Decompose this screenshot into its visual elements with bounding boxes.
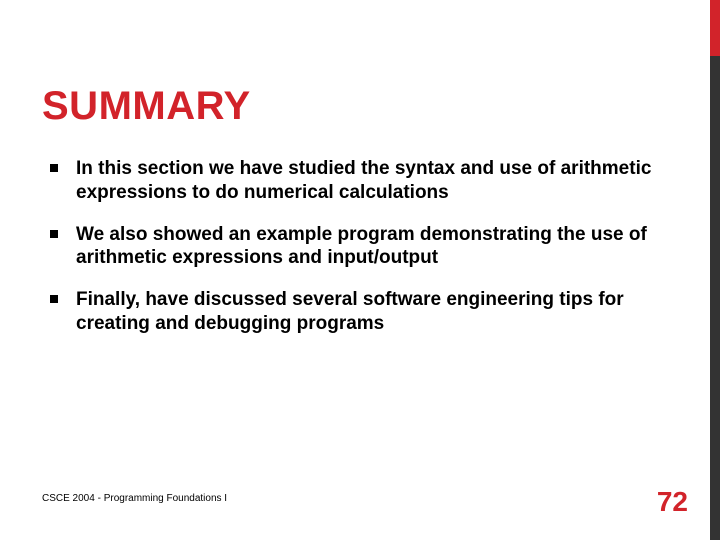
bullet-item: Finally, have discussed several software… <box>50 288 660 336</box>
slide-title: SUMMARY <box>0 0 720 129</box>
page-number: 72 <box>657 486 688 518</box>
bullet-marker-icon <box>50 164 58 172</box>
bullet-item: We also showed an example program demons… <box>50 223 660 271</box>
bullet-item: In this section we have studied the synt… <box>50 157 660 205</box>
bullet-text: In this section we have studied the synt… <box>76 157 660 205</box>
bullet-marker-icon <box>50 230 58 238</box>
bullet-marker-icon <box>50 295 58 303</box>
bullet-text: We also showed an example program demons… <box>76 223 660 271</box>
bullet-list: In this section we have studied the synt… <box>0 129 720 336</box>
bullet-text: Finally, have discussed several software… <box>76 288 660 336</box>
accent-bar-top <box>710 0 720 56</box>
accent-bar-bottom <box>710 56 720 540</box>
footer-note: CSCE 2004 - Programming Foundations I <box>42 493 227 504</box>
